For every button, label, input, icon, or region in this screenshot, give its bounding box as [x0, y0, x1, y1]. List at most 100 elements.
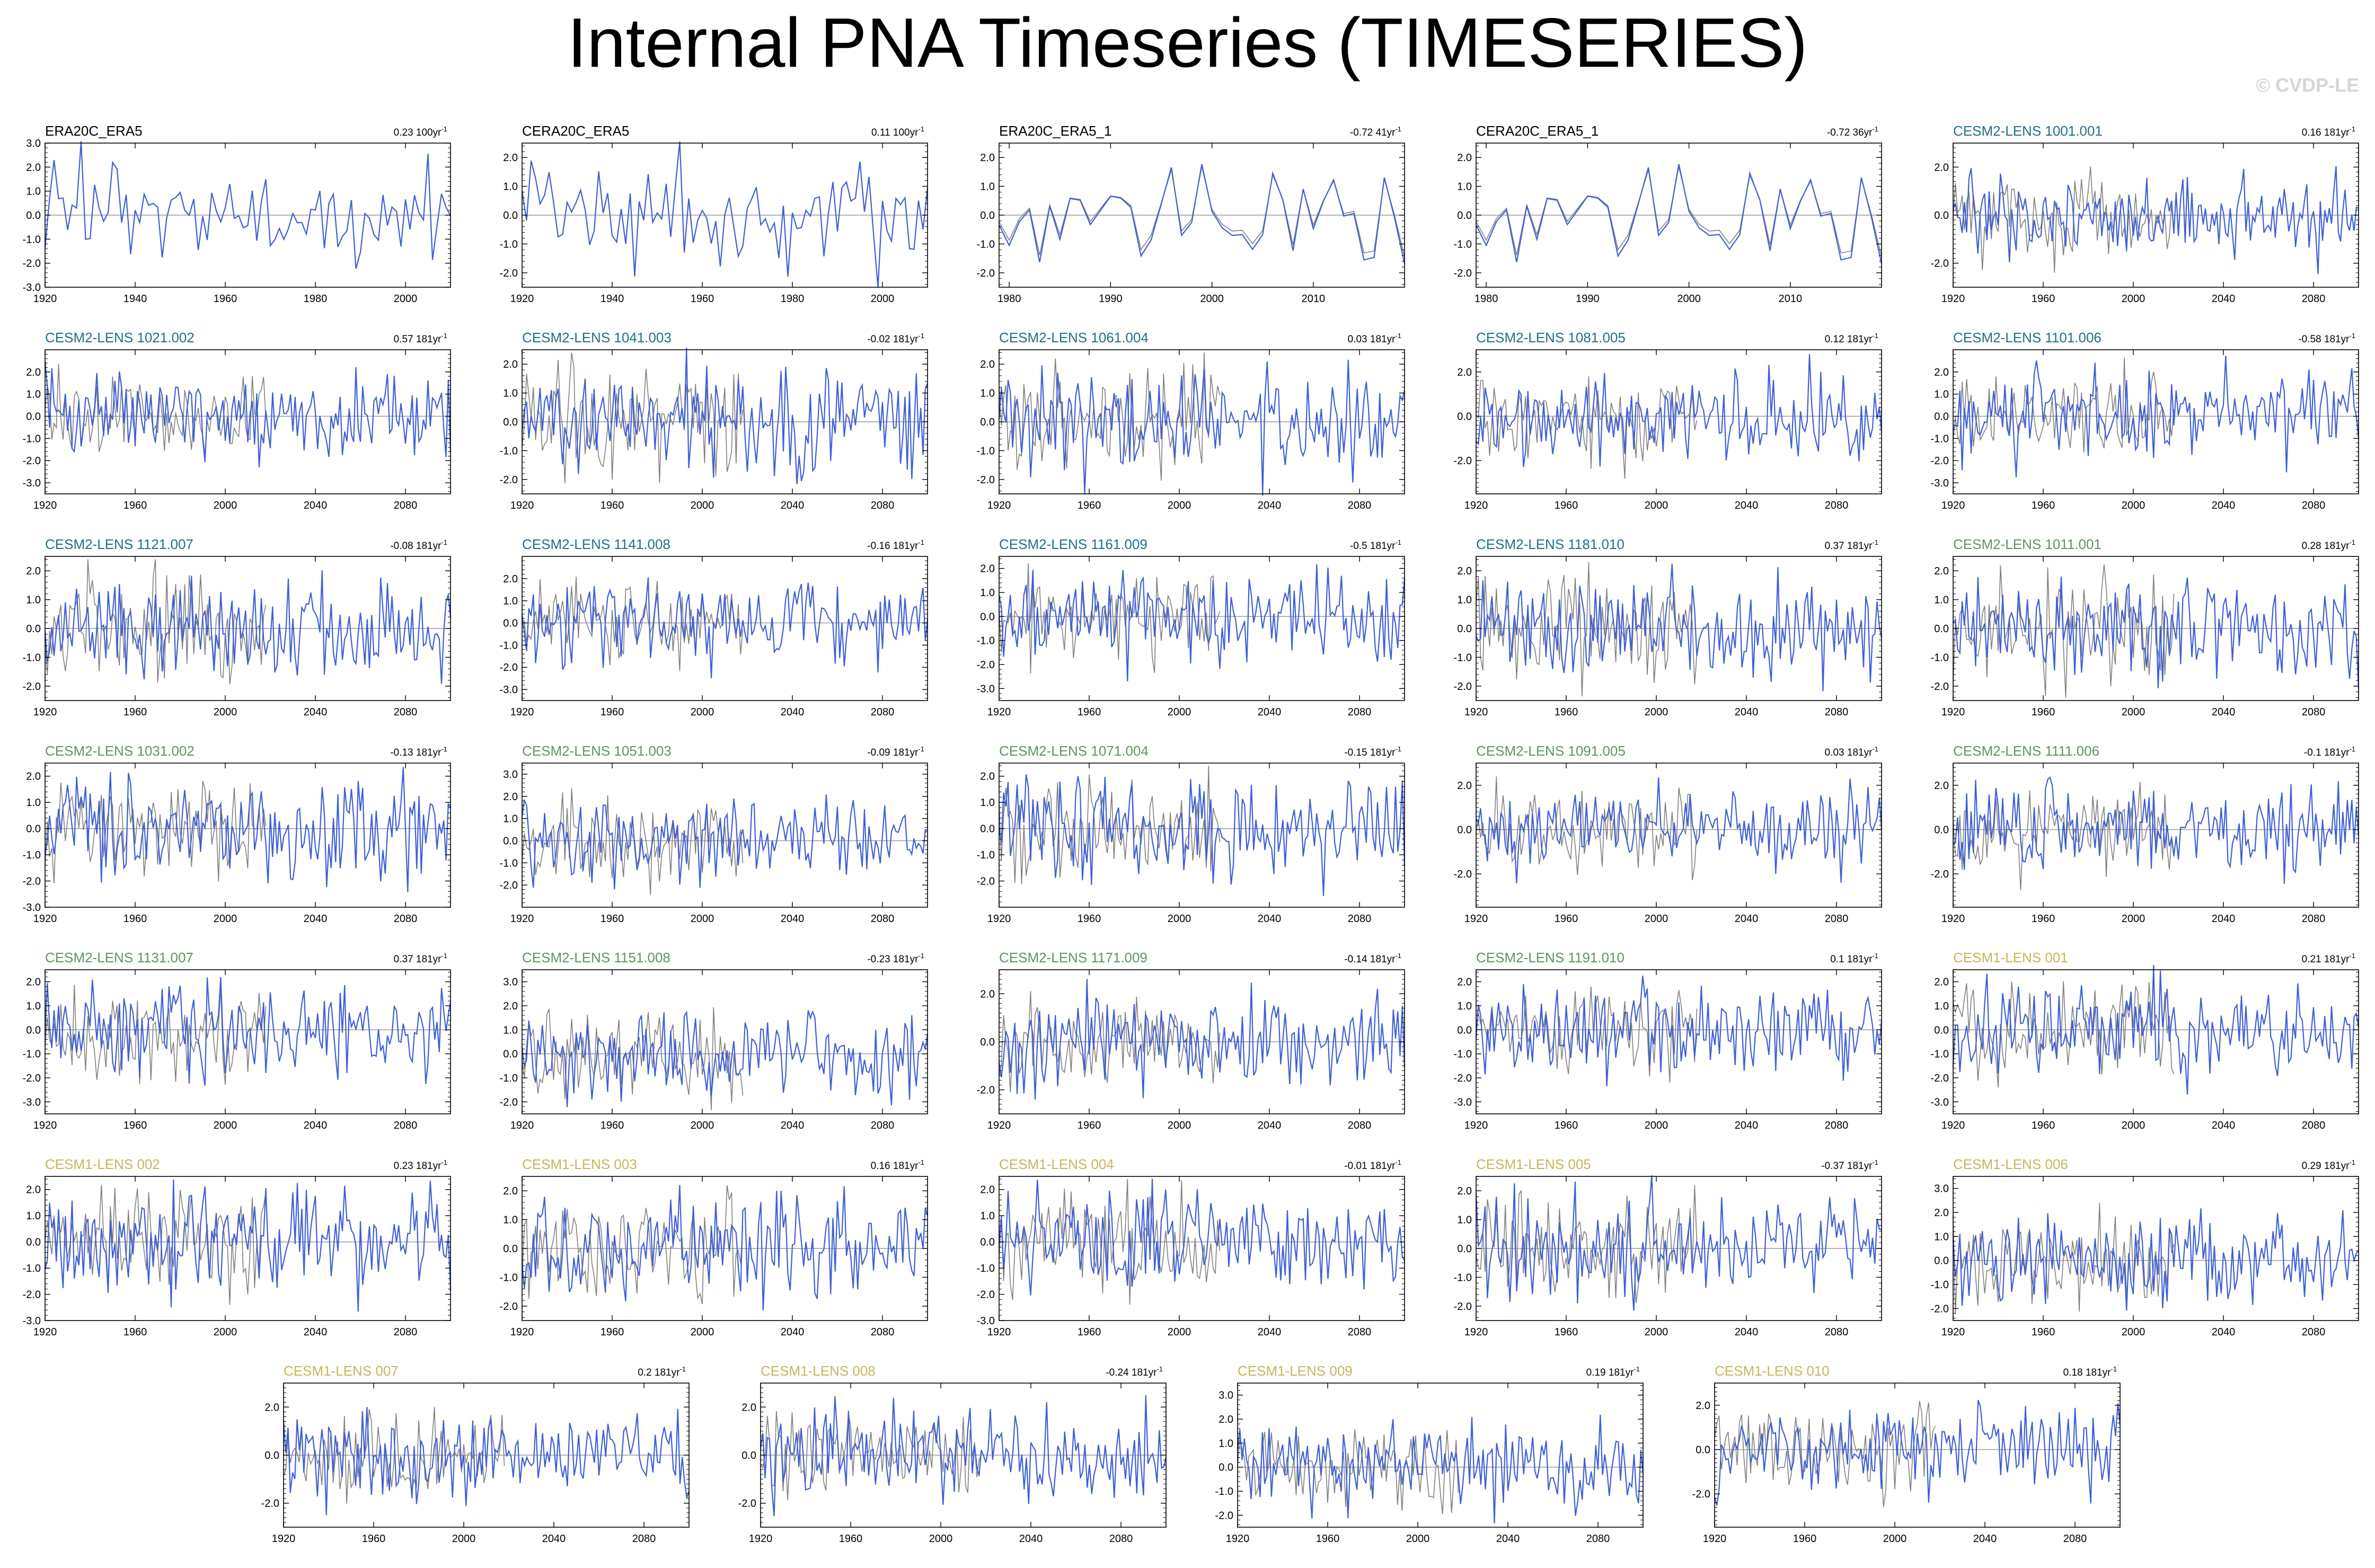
y-tick-label: 0.0	[26, 210, 41, 222]
y-tick-label: 0.0	[26, 623, 41, 635]
y-tick-label: 2.0	[26, 771, 41, 783]
model-series-line	[44, 570, 452, 684]
y-tick-label: -1.0	[977, 849, 995, 861]
x-tick-label: 1920	[510, 1326, 534, 1338]
x-tick-label: 2000	[214, 500, 237, 511]
x-tick-label: 1960	[691, 293, 714, 305]
y-tick-label: -1.0	[977, 635, 995, 647]
x-tick-label: 1960	[2032, 293, 2055, 305]
observed-series-line	[45, 559, 267, 685]
y-tick-label: 2.0	[980, 152, 995, 164]
panel-chart: CESM2-LENS 1001.001 0.16 181yr-1 2.0 0.0 -2.…	[1931, 123, 2359, 305]
y-tick-label: 1.0	[26, 389, 41, 401]
timeseries-panel: CESM2-LENS 1071.004 -0.15 181yr-1 2.0 1.0 0.…	[957, 739, 1420, 936]
y-tick-label: -2.0	[977, 474, 995, 486]
y-tick-label: -1.0	[23, 849, 41, 861]
y-tick-label: -1.0	[1454, 652, 1472, 663]
y-tick-label: 2.0	[1219, 1414, 1233, 1425]
x-tick-label: 2000	[2122, 706, 2146, 718]
panel-trend: 0.16 181yr-1	[871, 1158, 924, 1172]
x-tick-label: 2080	[1348, 1326, 1372, 1338]
timeseries-panel: CESM1-LENS 001 0.21 181yr-1 2.0 1.0 0.0 -1.0 -…	[1911, 946, 2374, 1143]
x-tick-label: 2080	[1825, 913, 1849, 925]
model-series-line	[1953, 356, 2360, 477]
y-tick-label: 0.0	[503, 835, 518, 847]
plot-frame	[1953, 763, 2359, 908]
x-tick-label: 2000	[1168, 1326, 1191, 1338]
x-tick-label: 2040	[1735, 913, 1759, 925]
x-tick-label: 2000	[871, 293, 895, 305]
panel-trend: 0.23 181yr-1	[394, 1158, 447, 1172]
y-tick-label: 0.0	[980, 1037, 995, 1048]
trend-superscript: -1	[441, 745, 447, 753]
panel-title: CESM2-LENS 1121.007	[45, 536, 193, 552]
y-tick-label: 3.0	[26, 138, 41, 149]
model-series-line	[999, 164, 1406, 264]
y-tick-label: 2.0	[1457, 977, 1472, 988]
y-tick-label: -1.0	[23, 234, 41, 245]
y-tick-label: -2.0	[23, 258, 41, 270]
timeseries-panel: CESM2-LENS 1041.003 -0.02 181yr-1 2.0 1.0 0.…	[480, 326, 943, 523]
panel-trend: 0.28 181yr-1	[2302, 538, 2355, 552]
y-tick-label: -1.0	[1454, 238, 1472, 250]
timeseries-panel: CESM2-LENS 1111.006 -0.1 181yr-1 2.0 0.0 -2.…	[1911, 739, 2374, 936]
trend-superscript: -1	[1395, 745, 1401, 753]
x-tick-label: 1960	[601, 1326, 624, 1338]
trend-superscript: -1	[2349, 1158, 2355, 1166]
y-tick-label: 0.0	[1457, 623, 1472, 635]
model-series-line	[1952, 964, 2360, 1095]
plot-frame	[1476, 349, 1882, 494]
timeseries-panel: CESM1-LENS 005 -0.37 181yr-1 2.0 1.0 0.0 -1.0…	[1434, 1153, 1897, 1350]
plot-frame	[999, 1176, 1405, 1321]
panel-chart: CESM2-LENS 1011.001 0.28 181yr-1 2.0 1.0 0.0…	[1931, 536, 2360, 718]
model-series-line	[1476, 164, 1883, 264]
x-tick-label: 1920	[510, 293, 534, 305]
y-tick-label: -2.0	[977, 876, 995, 888]
panel-trend: -0.23 181yr-1	[867, 952, 924, 965]
plot-frame	[45, 349, 451, 494]
timeseries-panel: CESM1-LENS 006 0.29 181yr-1 3.0 2.0 1.0 0.0 -1…	[1911, 1153, 2374, 1350]
y-tick-label: -2.0	[23, 681, 41, 693]
model-series-line	[44, 977, 452, 1086]
y-tick-label: 0.0	[1934, 825, 1949, 836]
y-tick-label: 2.0	[980, 563, 995, 575]
x-tick-label: 1920	[987, 500, 1011, 511]
y-tick-label: 0.0	[980, 823, 995, 835]
y-tick-label: 2.0	[1934, 977, 1949, 988]
x-tick-label: 1960	[1555, 500, 1578, 511]
panel-chart: CESM2-LENS 1111.006 -0.1 181yr-1 2.0 0.0 -2.…	[1931, 743, 2360, 925]
panel-chart: CESM2-LENS 1091.005 0.03 181yr-1 2.0 0.0 -2.…	[1454, 743, 1883, 925]
trend-superscript: -1	[1872, 745, 1878, 753]
x-tick-label: 1960	[601, 500, 624, 511]
y-tick-label: -3.0	[23, 1315, 41, 1327]
panel-title: CESM1-LENS 008	[761, 1363, 876, 1379]
x-tick-label: 2040	[1973, 1533, 1997, 1545]
y-tick-label: -2.0	[500, 1096, 518, 1108]
x-tick-label: 1920	[1941, 913, 1965, 925]
model-series-line	[998, 1179, 1405, 1296]
y-tick-label: 0.0	[980, 1237, 995, 1248]
x-tick-label: 2080	[871, 706, 895, 718]
model-series-line	[44, 1179, 452, 1312]
model-series-line	[521, 1185, 929, 1310]
panel-title: CESM2-LENS 1091.005	[1476, 743, 1626, 759]
observed-series-line	[1476, 776, 1698, 881]
y-tick-label: -3.0	[1931, 1096, 1949, 1108]
panel-chart: CESM2-LENS 1031.002 -0.13 181yr-1 2.0 1.0 0.…	[23, 743, 451, 925]
x-tick-label: 2080	[1825, 1120, 1849, 1131]
x-tick-label: 1920	[1464, 1120, 1488, 1131]
y-tick-label: -1.0	[23, 433, 41, 445]
y-tick-label: 2.0	[980, 359, 995, 370]
x-tick-label: 1920	[510, 1120, 534, 1131]
x-tick-label: 1960	[123, 913, 147, 925]
observed-series-line	[283, 1407, 505, 1504]
y-tick-label: -1.0	[1215, 1486, 1233, 1498]
observed-series-line	[1953, 981, 2175, 1088]
y-tick-label: -1.0	[1454, 1049, 1472, 1060]
panel-chart: CESM1-LENS 003 0.16 181yr-1 2.0 1.0 0.0 -1.0 -…	[500, 1156, 929, 1338]
timeseries-panel: CESM2-LENS 1061.004 0.03 181yr-1 2.0 1.0 0.0…	[957, 326, 1420, 523]
x-tick-label: 2000	[1883, 1533, 1907, 1545]
x-tick-label: 1920	[1941, 1120, 1965, 1131]
y-tick-label: -1.0	[500, 857, 518, 869]
x-tick-label: 2040	[1258, 913, 1282, 925]
